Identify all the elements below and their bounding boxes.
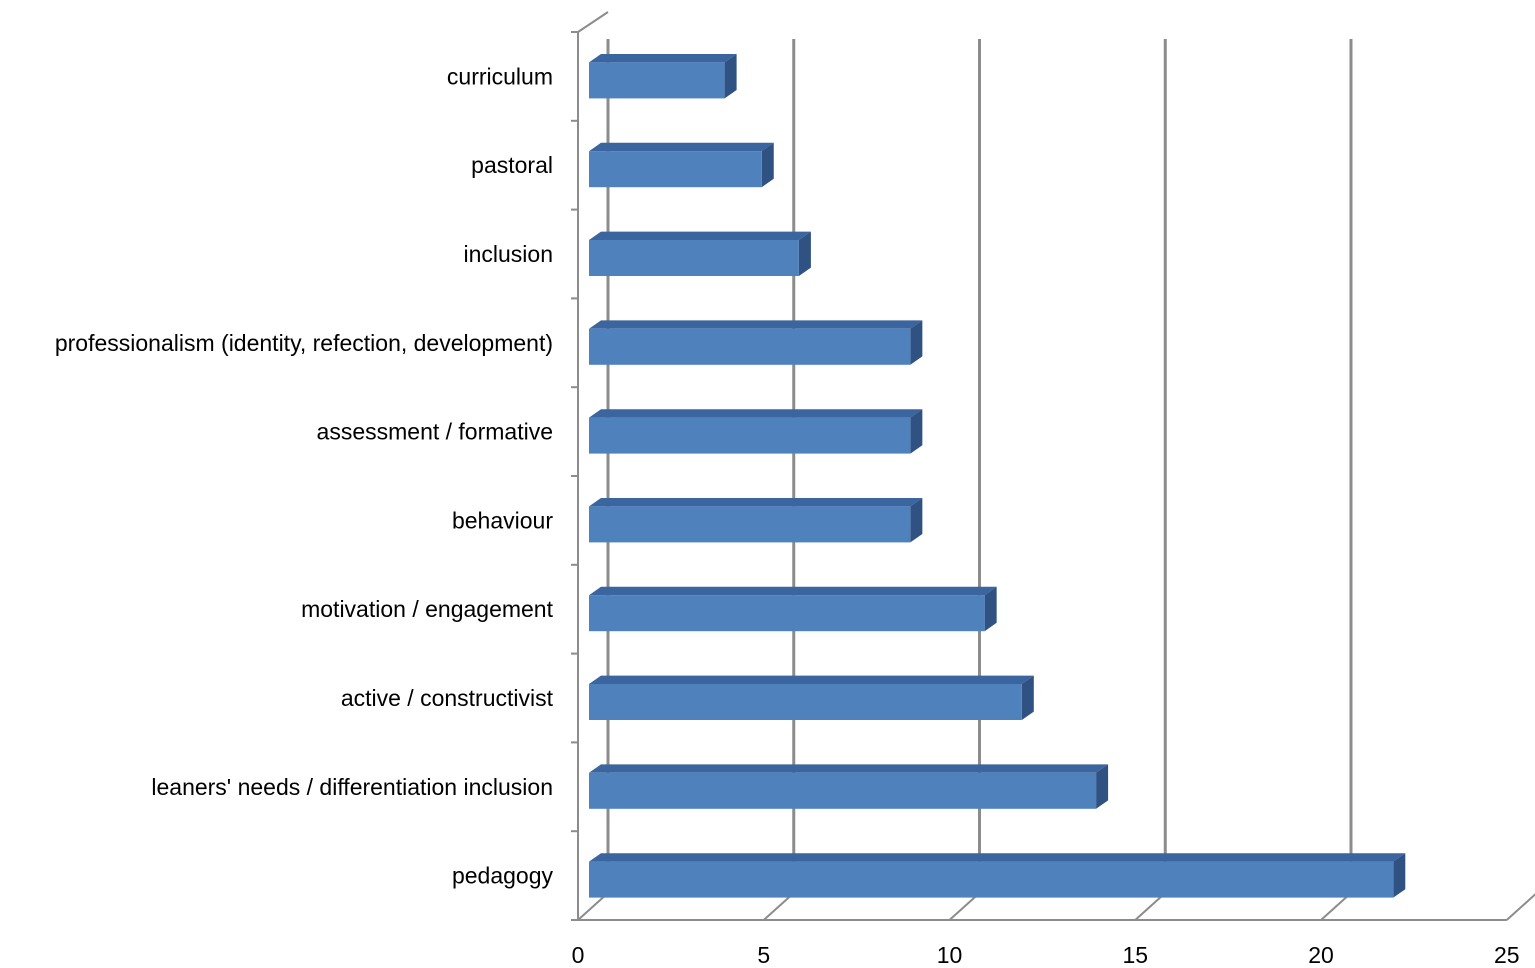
bar-top-7	[589, 675, 1034, 684]
bar-front-5	[589, 506, 911, 543]
bar-1	[589, 142, 774, 188]
y-axis-top-diagonal	[577, 11, 609, 33]
bar-side-6	[984, 586, 997, 632]
bar-3	[589, 320, 923, 365]
x-tick-label-5: 5	[757, 942, 770, 968]
bar-top-5	[589, 498, 923, 507]
labels: curriculum pastoral inclusion professionali…	[55, 63, 1520, 968]
bar-side-7	[1021, 675, 1034, 720]
bar-9	[589, 853, 1406, 898]
bar-side-0	[724, 54, 737, 99]
bar-8	[589, 764, 1109, 809]
x-tick-label-10: 10	[937, 942, 963, 968]
bar-top-9	[589, 853, 1406, 862]
bar-front-3	[589, 328, 911, 365]
bar-top-2	[589, 231, 811, 240]
bar-front-4	[589, 417, 911, 454]
bar-side-2	[798, 231, 811, 276]
category-label-1: pastoral	[471, 152, 553, 178]
bar-front-6	[589, 595, 985, 632]
bar-side-5	[910, 498, 923, 543]
category-label-7: active / constructivist	[341, 685, 554, 711]
bar-side-1	[761, 142, 774, 188]
bar-top-4	[589, 409, 923, 418]
category-label-2: inclusion	[464, 241, 554, 267]
x-tick-label-0: 0	[572, 942, 585, 968]
bar-side-3	[910, 320, 923, 365]
bar-front-8	[589, 772, 1097, 809]
bar-front-2	[589, 240, 799, 276]
bar-front-1	[589, 151, 762, 188]
bar-2	[589, 231, 811, 276]
bar-7	[589, 675, 1034, 720]
category-label-9: pedagogy	[452, 863, 554, 889]
bar-front-9	[589, 861, 1394, 898]
category-label-0: curriculum	[447, 63, 553, 89]
bar-top-6	[589, 586, 997, 596]
category-label-8: leaners' needs / differentiation inclusi…	[151, 774, 553, 800]
bars	[589, 54, 1406, 898]
bar-5	[589, 498, 923, 543]
bar-0	[589, 54, 737, 99]
bar-front-7	[589, 684, 1022, 720]
bar-side-9	[1393, 853, 1406, 898]
bar-top-3	[589, 320, 923, 329]
bar-top-1	[589, 142, 774, 152]
category-label-4: assessment / formative	[317, 419, 553, 445]
category-label-5: behaviour	[452, 507, 553, 533]
bar-top-8	[589, 764, 1109, 773]
x-tick-label-15: 15	[1122, 942, 1148, 968]
category-label-3: professionalism (identity, refection, de…	[55, 330, 553, 356]
grid-lines	[577, 39, 1535, 921]
x-tick-label-20: 20	[1308, 942, 1334, 968]
category-label-6: motivation / engagement	[301, 596, 553, 622]
bar-front-0	[589, 62, 725, 99]
bar-6	[589, 586, 997, 632]
bar-top-0	[589, 54, 737, 63]
floor-diagonal-25	[1506, 893, 1535, 921]
x-tick-label-25: 25	[1494, 942, 1520, 968]
bar-side-8	[1096, 764, 1109, 809]
bar-side-4	[910, 409, 923, 454]
bar-4	[589, 409, 923, 454]
